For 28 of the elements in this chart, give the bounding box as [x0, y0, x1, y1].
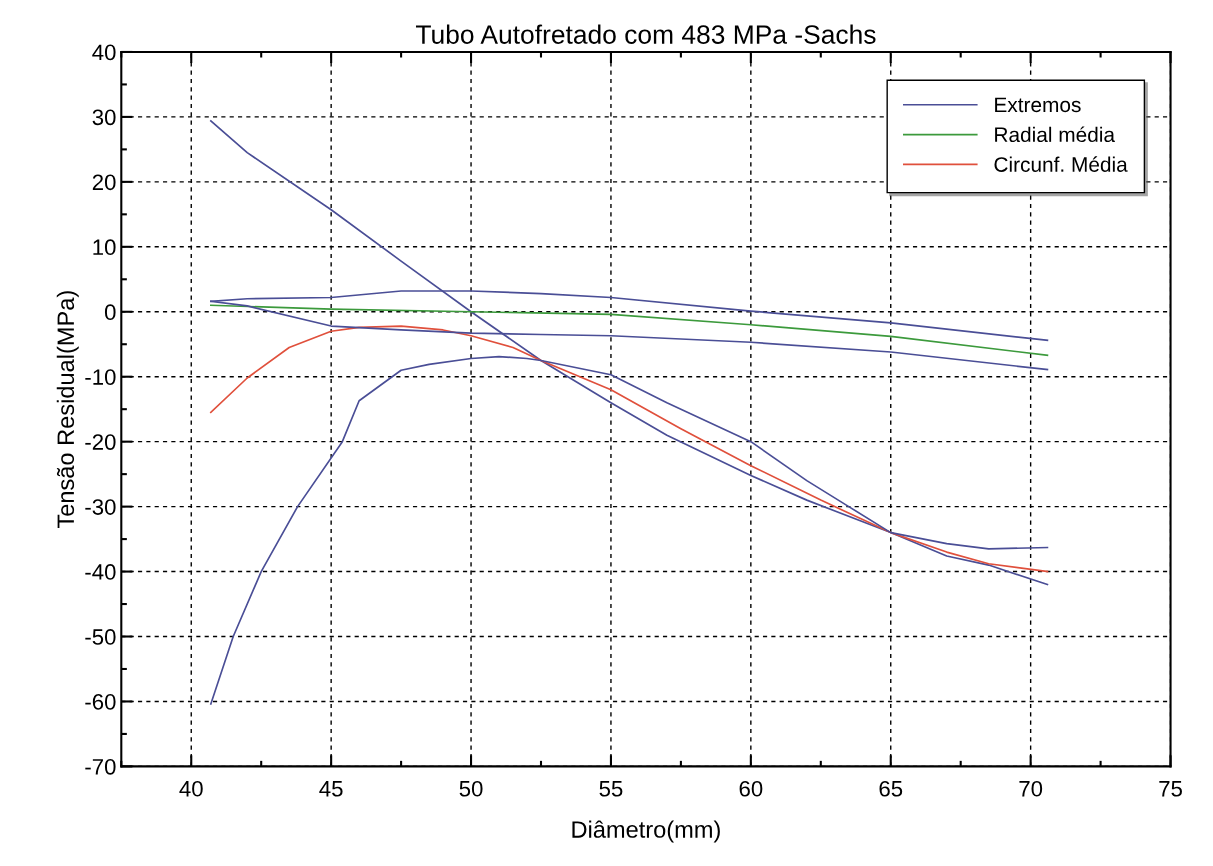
legend-label: Extremos [995, 97, 1081, 113]
x-tick-label: 65 [879, 780, 903, 797]
x-tick-label: 45 [319, 781, 343, 797]
line-series [210, 304, 1049, 357]
y-tick-label: -50 [85, 629, 116, 645]
y-tick-label: -40 [85, 564, 116, 580]
y-tick-label: 20 [92, 174, 116, 191]
chart-title: Tubo Autofretado com 483 MPa -Sachs [415, 24, 876, 44]
x-tick-label: 75 [1159, 781, 1182, 797]
y-tick-label: 30 [92, 109, 116, 126]
x-tick-label: 70 [1019, 780, 1043, 797]
y-tick-label: -60 [85, 693, 116, 710]
y-tick-label: 40 [92, 44, 116, 61]
y-tick-label: -30 [85, 499, 116, 515]
x-tick-label: 60 [739, 780, 763, 797]
x-tick-label: 40 [179, 780, 203, 797]
legend-label: Radial média [995, 126, 1116, 143]
legend-label: Circunf. Média [994, 156, 1128, 172]
y-tick-label: -70 [85, 758, 116, 775]
line-series [210, 325, 1049, 573]
x-tick-label: 50 [459, 780, 483, 797]
x-axis-title: Diâmetro(mm) [572, 820, 720, 843]
x-tick-label: 55 [599, 781, 623, 797]
y-tick-label: 10 [93, 239, 116, 256]
y-tick-label: -10 [85, 369, 116, 385]
y-axis-title: Tensão Residual(MPa) [56, 291, 79, 529]
y-tick-label: -20 [85, 434, 116, 450]
y-tick-label: 0 [104, 304, 116, 321]
